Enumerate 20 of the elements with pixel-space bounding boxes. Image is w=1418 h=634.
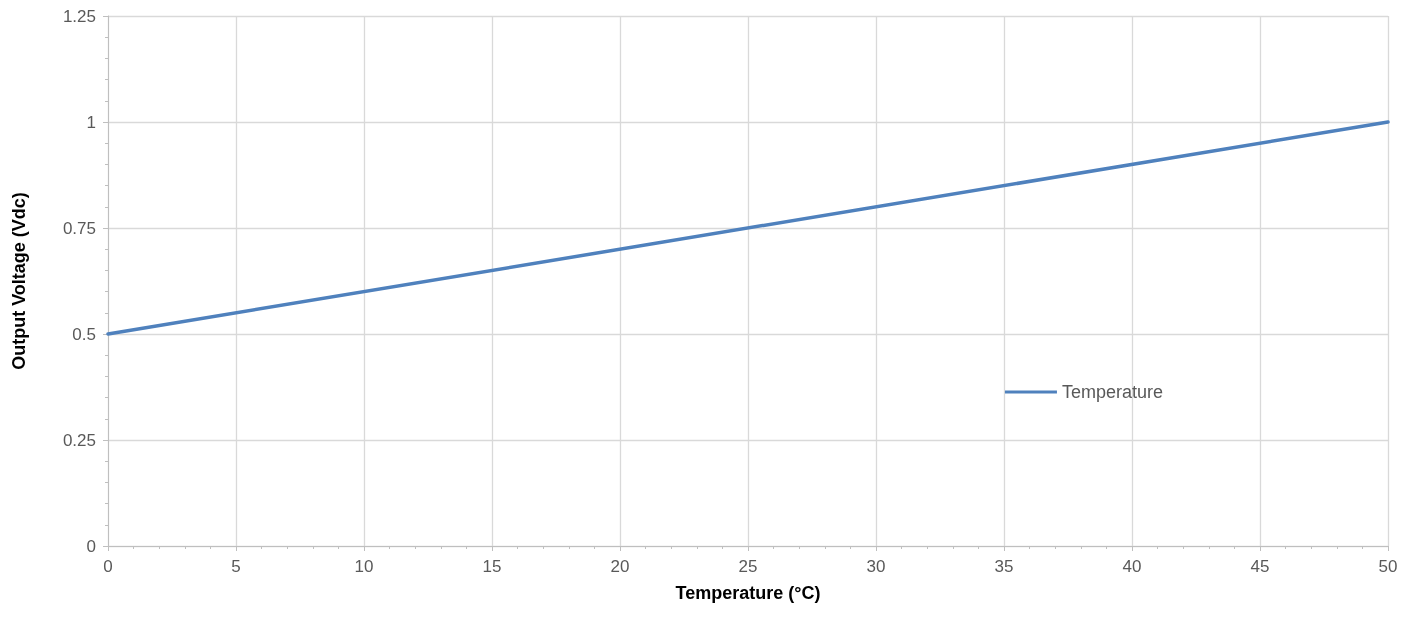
x-tick-label: 5	[231, 557, 241, 576]
x-tick-label: 25	[738, 557, 758, 576]
x-tick-label: 40	[1122, 557, 1142, 576]
x-tick-label: 10	[354, 557, 374, 576]
x-tick-label: 15	[482, 557, 502, 576]
y-tick-label: 1	[86, 112, 96, 132]
y-tick-label: 0.25	[62, 430, 96, 450]
x-axis-title: Temperature (°C)	[675, 583, 821, 603]
y-tick-label: 1.25	[62, 6, 96, 26]
y-tick-label: 0	[86, 536, 96, 556]
x-tick-label: 0	[103, 557, 113, 576]
y-tick-label: 0.75	[62, 218, 96, 238]
legend-label: Temperature	[1061, 382, 1164, 402]
x-tick-label: 35	[994, 557, 1014, 576]
y-axis-title: Output Voltage (Vdc)	[9, 192, 29, 370]
x-tick-label: 50	[1378, 557, 1398, 576]
y-tick-label: 0.5	[72, 324, 96, 344]
x-tick-label: 20	[610, 557, 630, 576]
x-tick-label: 30	[866, 557, 886, 576]
x-tick-label: 45	[1250, 557, 1270, 576]
